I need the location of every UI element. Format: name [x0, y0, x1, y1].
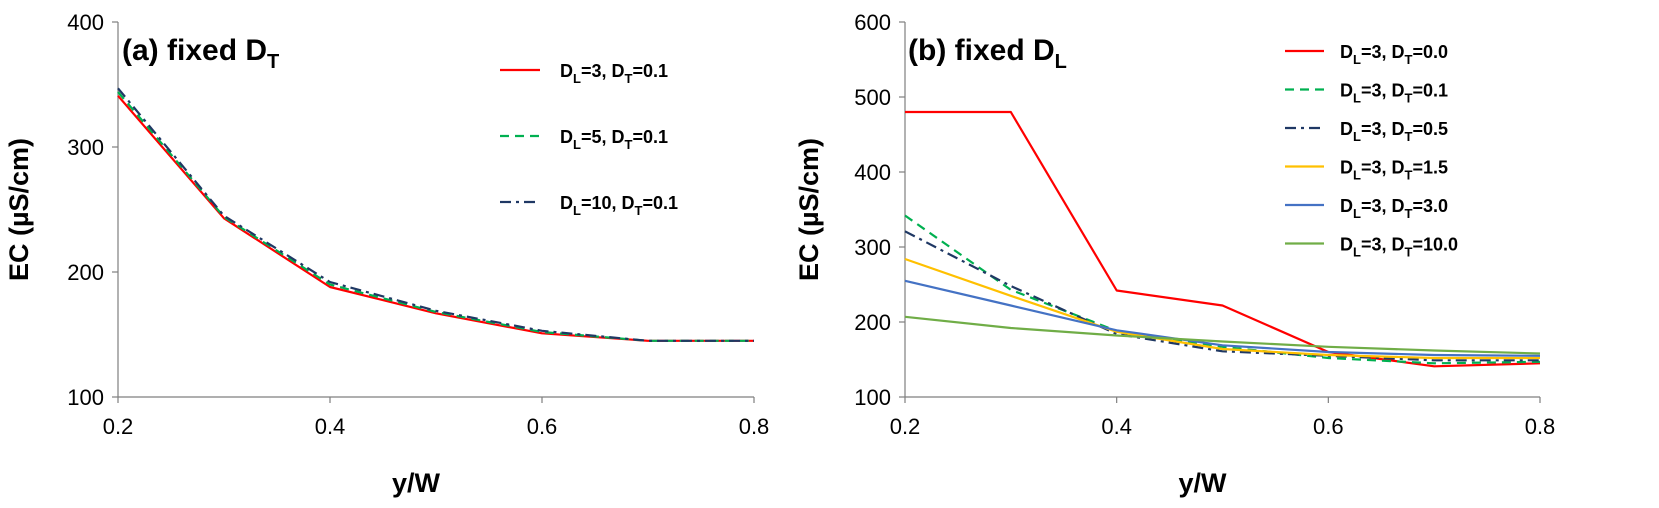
legend-label-p2: =5, D	[581, 127, 625, 147]
legend-label-p3: =0.0	[1412, 42, 1448, 62]
x-axis-title: y/W	[392, 468, 441, 498]
legend-label-s2: T	[624, 71, 632, 86]
legend-label-s1: L	[1353, 129, 1361, 144]
legend-label-s1: L	[1353, 168, 1361, 183]
y-tick-label: 300	[67, 135, 104, 160]
legend-label-s1: L	[1353, 245, 1361, 260]
panel-b: 100 200 300 400 500 600 0.2 0.4 0.6 0.8 y/W EC (µS/…	[794, 10, 1555, 498]
legend-label: DL=3, DT=0.1	[560, 61, 668, 86]
panel-title: (a) fixed DT	[122, 34, 279, 73]
panel-title-main: (b) fixed D	[908, 34, 1055, 67]
legend-label-p1: D	[1340, 235, 1353, 255]
y-tick-label: 400	[854, 160, 891, 185]
series-line-1	[905, 110, 1541, 368]
legend-label: DL=3, DT=0.5	[1340, 119, 1448, 144]
y-tick-label: 100	[67, 385, 104, 410]
y-tick-label: 200	[854, 310, 891, 335]
legend-label-p1: D	[1340, 196, 1353, 216]
legend-label-p1: D	[560, 193, 573, 213]
legend-label-s1: L	[573, 203, 581, 218]
x-tick-label: 0.2	[103, 414, 134, 439]
legend-label-p3: =10.0	[1412, 235, 1458, 255]
legend-label: DL=10, DT=0.1	[560, 193, 678, 218]
legend-label-p2: =3, D	[1361, 81, 1405, 101]
legend-label: DL=3, DT=10.0	[1340, 235, 1458, 260]
legend-label-s1: L	[573, 71, 581, 86]
legend-label-p2: =3, D	[1361, 235, 1405, 255]
legend-label-p3: =0.1	[632, 127, 668, 147]
x-tick-label: 0.8	[739, 414, 770, 439]
panel-title: (b) fixed DL	[908, 34, 1067, 73]
y-tick-label: 600	[854, 10, 891, 35]
legend-label-p1: D	[560, 61, 573, 81]
y-axis-title: EC (µS/cm)	[794, 138, 824, 281]
y-tick-label: 200	[67, 260, 104, 285]
legend-label: DL=3, DT=0.1	[1340, 81, 1448, 106]
series-line-4	[904, 257, 1540, 360]
x-tick-label: 0.4	[315, 414, 346, 439]
y-tick-label: 100	[854, 385, 891, 410]
x-tick-label: 0.6	[1313, 414, 1344, 439]
legend-label-p3: =1.5	[1412, 158, 1448, 178]
series-line-6	[904, 315, 1541, 355]
y-tick-label: 300	[854, 235, 891, 260]
series-line-3	[117, 87, 754, 342]
legend-label-p3: =0.1	[632, 61, 668, 81]
legend-label-s1: L	[573, 137, 581, 152]
x-tick-label: 0.6	[527, 414, 558, 439]
legend-label-p2: =3, D	[1361, 158, 1405, 178]
legend-label-s2: T	[624, 137, 632, 152]
legend-label-p2: =3, D	[1361, 42, 1405, 62]
legend-label: DL=3, DT=1.5	[1340, 158, 1448, 183]
legend-label-s1: L	[1353, 52, 1361, 67]
legend-label-p2: =3, D	[581, 61, 625, 81]
legend-label-p3: =0.1	[642, 193, 678, 213]
x-tick-label: 0.4	[1101, 414, 1132, 439]
legend-label-s2: T	[635, 203, 643, 218]
legend-label-s1: L	[1353, 206, 1361, 221]
series-line-5	[904, 279, 1541, 357]
legend-label-p3: =0.1	[1412, 81, 1448, 101]
legend-label-s1: L	[1353, 91, 1361, 106]
series-line-1	[117, 95, 754, 342]
legend-label-p3: =3.0	[1412, 196, 1448, 216]
series-line-3	[904, 230, 1540, 362]
legend-label-s2: T	[1404, 245, 1412, 260]
y-axis-title: EC (µS/cm)	[4, 138, 34, 281]
legend-label-s2: T	[1404, 168, 1412, 183]
legend-label-p2: =10, D	[581, 193, 635, 213]
legend-label-s2: T	[1404, 129, 1412, 144]
series-line-2	[904, 214, 1541, 365]
panel-title-subscript: L	[1055, 51, 1067, 73]
legend-label-p1: D	[1340, 158, 1353, 178]
y-tick-label: 500	[854, 85, 891, 110]
legend-label-p1: D	[560, 127, 573, 147]
legend-label-p1: D	[1340, 119, 1353, 139]
y-tick-label: 400	[67, 10, 104, 35]
legend-label: DL=3, DT=0.0	[1340, 42, 1448, 67]
panel-title-main: (a) fixed D	[122, 34, 267, 67]
legend-label: DL=5, DT=0.1	[560, 127, 668, 152]
legend-label-p2: =3, D	[1361, 119, 1405, 139]
legend-label: DL=3, DT=3.0	[1340, 196, 1448, 221]
legend-label-s2: T	[1404, 206, 1412, 221]
legend-label-p1: D	[1340, 42, 1353, 62]
x-tick-label: 0.8	[1525, 414, 1556, 439]
panel-title-subscript: T	[267, 51, 279, 73]
legend-label-p1: D	[1340, 81, 1353, 101]
x-axis-title: y/W	[1178, 468, 1227, 498]
legend-label-p2: =3, D	[1361, 196, 1405, 216]
x-tick-label: 0.2	[890, 414, 921, 439]
legend-label-s2: T	[1404, 52, 1412, 67]
legend-label-s2: T	[1404, 91, 1412, 106]
panel-a: 100 200 300 400 0.2 0.4 0.6 0.8 y/W EC (µS/cm) (a)…	[4, 10, 769, 498]
legend-label-p3: =0.5	[1412, 119, 1448, 139]
